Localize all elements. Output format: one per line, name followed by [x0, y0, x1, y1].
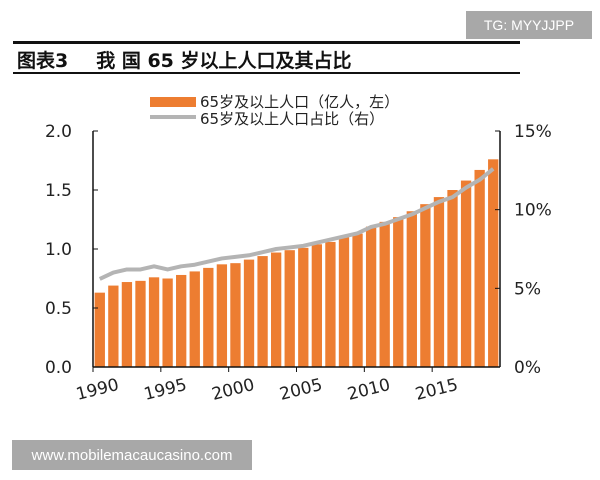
bar-2012 [393, 217, 404, 367]
bar-2000 [230, 263, 241, 367]
bar-1996 [176, 274, 187, 367]
bar-2016 [447, 190, 458, 367]
right-tick-label: 0% [514, 358, 541, 378]
bar-2006 [311, 244, 323, 367]
legend-label-bar: 65岁及以上人口（亿人，左） [200, 93, 399, 111]
bar-1997 [189, 271, 200, 367]
right-tick-label: 10% [514, 201, 552, 221]
bar-2008 [338, 237, 350, 367]
bar-2004 [284, 250, 295, 367]
legend: 65岁及以上人口（亿人，左） 65岁及以上人口占比（右） [150, 93, 399, 128]
bar-2010 [365, 226, 377, 367]
legend-swatch-bar [150, 97, 196, 107]
x-tick-label: 2015 [413, 375, 460, 405]
bar-1991 [108, 285, 119, 367]
bar-1993 [135, 280, 146, 367]
x-tick-label: 2000 [210, 375, 257, 405]
left-tick-label: 1.0 [45, 240, 72, 260]
bar-2005 [298, 247, 309, 367]
bar-2002 [257, 256, 268, 367]
bar-1992 [121, 282, 133, 367]
bar-2009 [352, 233, 363, 367]
bar-2017 [460, 180, 472, 367]
ratio-line [98, 167, 495, 281]
bar-2015 [433, 197, 445, 367]
header-rule-top [13, 41, 520, 44]
chart-header: 图表3 我 国 65 岁以上人口及其占比 [17, 46, 352, 73]
x-tick-label: 1990 [74, 375, 121, 405]
bar-2018 [474, 169, 485, 367]
x-tick-label: 1995 [142, 375, 189, 405]
left-tick-label: 0.5 [45, 299, 72, 319]
bar-2007 [325, 241, 336, 367]
bar-1999 [216, 264, 228, 367]
bar-1990 [94, 292, 105, 367]
bar-1994 [148, 277, 160, 367]
left-tick-label: 2.0 [45, 122, 72, 142]
x-tick-label: 2010 [345, 375, 392, 405]
bar-2003 [270, 252, 282, 367]
bar-2014 [420, 204, 431, 367]
watermark-top: TG: MYYJJPP [466, 11, 592, 39]
legend-swatch-line [150, 115, 196, 119]
left-tick-label: 1.5 [45, 181, 72, 201]
bar-1995 [162, 278, 173, 367]
right-tick-label: 15% [514, 122, 552, 142]
right-tick-label: 5% [514, 279, 541, 299]
bar-2019 [488, 159, 499, 367]
header-rule-bottom [13, 72, 520, 74]
watermark-bottom: www.mobilemacaucasino.com [12, 440, 252, 470]
legend-label-line: 65岁及以上人口占比（右） [200, 110, 384, 128]
bar-2011 [379, 221, 390, 367]
left-tick-label: 0.0 [45, 358, 72, 378]
chart-title: 我 国 65 岁以上人口及其占比 [96, 50, 352, 72]
bar-2001 [243, 259, 255, 367]
x-tick-label: 2005 [278, 375, 325, 405]
figure-label: 图表3 [17, 50, 69, 72]
bar-1998 [203, 267, 214, 367]
bar-2013 [406, 211, 417, 367]
